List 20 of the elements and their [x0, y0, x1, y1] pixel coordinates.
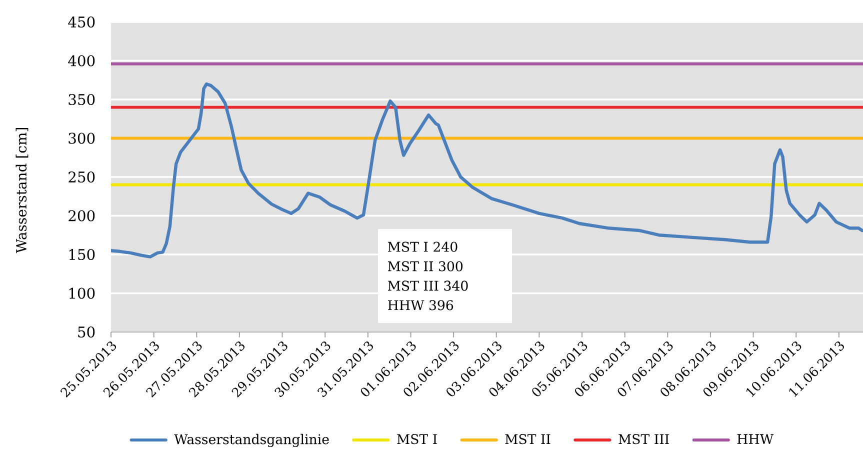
annotation: MST I 240 [388, 242, 458, 252]
y-tick-label: 350 [68, 94, 95, 106]
legend-label: HHW [737, 434, 774, 444]
y-tick-label: 450 [68, 16, 95, 28]
line-series [111, 82, 863, 258]
legend-label: MST I [397, 434, 437, 444]
legend-label: Wasserstandsganglinie [174, 434, 329, 448]
y-tick-label: 100 [69, 288, 95, 299]
annotation: MST II 300 [388, 261, 463, 272]
annotation: HHW 396 [388, 300, 454, 310]
y-axis-title: Wasserstand [cm] [16, 128, 28, 254]
y-tick-label: 300 [68, 132, 95, 144]
y-tick-label: 400 [68, 55, 95, 66]
y-tick-label: 200 [68, 210, 95, 222]
y-tick-label: 250 [68, 171, 95, 183]
annotation: MST III 340 [388, 280, 468, 291]
legend-label: MST II [505, 434, 550, 444]
legend-label: MST III [618, 434, 669, 444]
y-tick-label: 50 [78, 326, 95, 338]
y-tick-label: 150 [69, 248, 95, 260]
